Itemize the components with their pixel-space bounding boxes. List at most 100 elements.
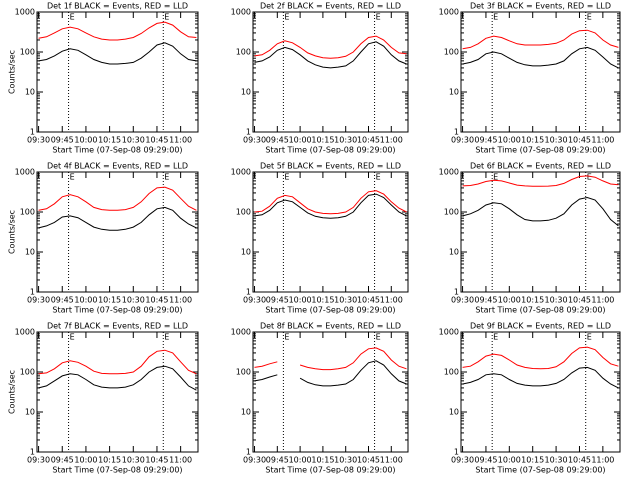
y-tick-label: 1 — [246, 128, 251, 137]
x-axis-label: Start Time (07-Sep-08 09:29:00) — [265, 306, 395, 315]
x-tick-label: 10:00 — [498, 456, 521, 465]
chart-title: Det 2f BLACK = Events, RED = LLD — [260, 2, 401, 11]
x-tick-label: 11:00 — [169, 456, 192, 465]
x-tick-label: 09:30 — [451, 136, 474, 145]
y-tick-label: 1 — [30, 128, 35, 137]
y-tick-label: 1000 — [231, 168, 251, 177]
plot-frame — [36, 11, 199, 133]
x-tick-label: 09:45 — [266, 136, 289, 145]
x-tick-label: 11:00 — [380, 136, 403, 145]
x-tick-label: 10:45 — [568, 296, 591, 305]
x-tick-label: 09:45 — [474, 136, 497, 145]
y-tick-label: 1 — [246, 288, 251, 297]
y-tick-label: 100 — [236, 208, 251, 217]
y-axis-label: Counts/sec — [8, 370, 17, 414]
chart-title: Det 1f BLACK = Events, RED = LLD — [47, 2, 188, 11]
x-tick-label: 10:30 — [545, 456, 568, 465]
y-tick-label: 1000 — [231, 328, 251, 337]
x-tick-label: 10:00 — [74, 136, 97, 145]
x-tick-label: 10:00 — [74, 456, 97, 465]
series-line — [462, 29, 619, 50]
x-tick-label: 10:15 — [311, 456, 334, 465]
x-tick-label: 09:30 — [243, 136, 266, 145]
event-label: E — [70, 13, 75, 22]
y-tick-label: 1000 — [439, 168, 459, 177]
y-axis-label: Counts/sec — [8, 50, 17, 94]
x-tick-label: 10:30 — [122, 136, 145, 145]
x-axis-label: Start Time (07-Sep-08 09:29:00) — [52, 146, 182, 155]
x-tick-label: 11:00 — [380, 296, 403, 305]
x-tick-label: 09:30 — [27, 296, 50, 305]
event-label: E — [493, 333, 498, 342]
y-tick-label: 100 — [236, 368, 251, 377]
y-tick-label: 100 — [20, 368, 35, 377]
x-tick-label: 10:30 — [334, 296, 357, 305]
y-tick-label: 100 — [444, 208, 459, 217]
x-tick-label: 10:15 — [311, 296, 334, 305]
x-tick-label: 09:45 — [266, 296, 289, 305]
y-tick-label: 10 — [449, 248, 459, 257]
event-label: E — [70, 333, 75, 342]
y-tick-label: 1000 — [231, 8, 251, 17]
x-tick-label: 09:30 — [243, 296, 266, 305]
y-tick-label: 1000 — [439, 328, 459, 337]
x-tick-label: 10:00 — [289, 296, 312, 305]
x-tick-label: 09:30 — [451, 456, 474, 465]
x-tick-label: 10:00 — [498, 136, 521, 145]
chart-title: Det 7f BLACK = Events, RED = LLD — [47, 322, 188, 331]
x-tick-label: 09:45 — [51, 296, 74, 305]
y-tick-label: 10 — [25, 408, 35, 417]
y-tick-label: 1 — [454, 128, 459, 137]
chart-title: Det 8f BLACK = Events, RED = LLD — [260, 322, 401, 331]
x-tick-label: 10:45 — [357, 296, 380, 305]
series-line — [254, 193, 407, 219]
x-tick-label: 11:00 — [169, 136, 192, 145]
x-tick-label: 10:15 — [311, 136, 334, 145]
plot-frame — [252, 331, 409, 453]
series-line — [254, 360, 407, 387]
y-tick-label: 1 — [30, 448, 35, 457]
y-tick-label: 1 — [246, 448, 251, 457]
chart-title: Det 5f BLACK = Events, RED = LLD — [260, 162, 401, 171]
x-tick-label: 11:00 — [591, 456, 614, 465]
x-tick-label: 10:00 — [289, 136, 312, 145]
series-line — [38, 365, 197, 391]
series-line — [462, 196, 619, 227]
x-axis-label: Start Time (07-Sep-08 09:29:00) — [475, 306, 605, 315]
x-tick-label: 09:30 — [27, 456, 50, 465]
plot-frame — [252, 171, 409, 293]
x-axis-label: Start Time (07-Sep-08 09:29:00) — [52, 466, 182, 475]
series-line — [38, 186, 197, 211]
series-line — [462, 346, 619, 370]
x-tick-label: 10:30 — [545, 136, 568, 145]
x-tick-label: 09:30 — [27, 136, 50, 145]
event-label: E — [587, 173, 592, 182]
y-tick-label: 100 — [444, 48, 459, 57]
x-tick-label: 10:00 — [289, 456, 312, 465]
y-tick-label: 1 — [454, 448, 459, 457]
event-label: E — [493, 13, 498, 22]
event-label: E — [284, 333, 289, 342]
x-tick-label: 10:15 — [98, 296, 121, 305]
event-label: E — [376, 333, 381, 342]
x-tick-label: 09:45 — [51, 136, 74, 145]
series-line — [462, 46, 619, 69]
event-label: E — [284, 13, 289, 22]
series-line — [38, 349, 197, 375]
x-tick-label: 11:00 — [380, 456, 403, 465]
plot-frame — [36, 331, 199, 453]
x-tick-label: 09:45 — [266, 456, 289, 465]
event-label: E — [376, 13, 381, 22]
x-tick-label: 10:45 — [145, 456, 168, 465]
y-tick-label: 1000 — [15, 328, 35, 337]
y-tick-label: 1000 — [15, 8, 35, 17]
y-axis-label: Counts/sec — [8, 210, 17, 254]
plot-frame — [460, 11, 621, 133]
x-tick-label: 10:30 — [122, 456, 145, 465]
x-tick-label: 10:15 — [98, 456, 121, 465]
x-tick-label: 11:00 — [591, 136, 614, 145]
event-label: E — [164, 13, 169, 22]
y-tick-label: 100 — [20, 48, 35, 57]
